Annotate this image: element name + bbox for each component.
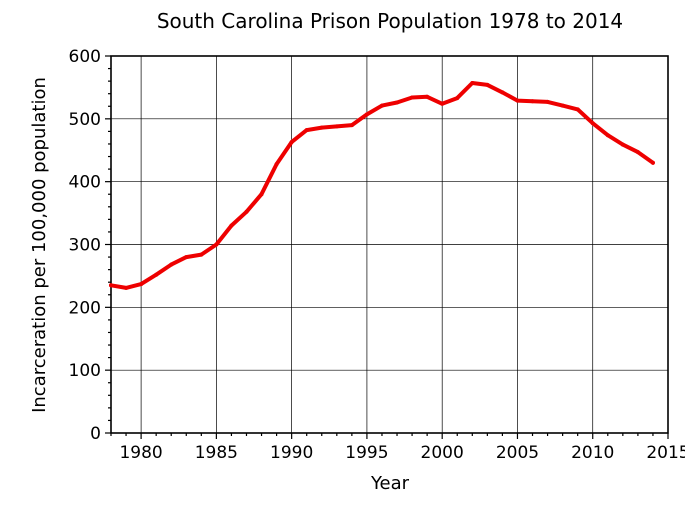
data-point: [214, 242, 219, 247]
data-point: [515, 98, 520, 103]
data-point: [620, 142, 625, 147]
data-point: [425, 94, 430, 99]
data-point: [364, 112, 369, 117]
data-point: [169, 262, 174, 267]
data-point: [139, 282, 144, 287]
data-point: [199, 252, 204, 257]
y-tick-label: 500: [69, 110, 101, 130]
data-point: [184, 255, 189, 260]
data-point: [500, 90, 505, 95]
series-line: [109, 81, 655, 290]
axis-ticks: [105, 55, 669, 439]
data-point: [380, 103, 384, 108]
data-point: [590, 121, 595, 126]
data-point: [154, 272, 159, 277]
data-point: [229, 223, 234, 228]
x-tick-label: 2000: [421, 443, 464, 463]
data-point: [545, 99, 550, 104]
data-point: [395, 100, 399, 105]
data-point: [124, 285, 129, 290]
x-tick-label: 1995: [345, 443, 388, 463]
plot-frame: [110, 55, 669, 434]
data-point: [470, 81, 475, 85]
y-tick-label: 0: [90, 424, 101, 444]
data-point: [530, 99, 535, 104]
y-tick-label: 600: [69, 47, 101, 67]
data-point: [650, 160, 655, 165]
data-point: [440, 101, 445, 106]
x-tick-label: 1985: [195, 443, 238, 463]
data-point: [259, 192, 264, 197]
data-point: [274, 162, 279, 167]
data-point: [605, 133, 610, 138]
series-layer: [109, 81, 655, 290]
y-tick-label: 100: [69, 361, 101, 381]
tick-labels: 1980 1985 1990 1995 2000 2005 2010 2015 0 100 200 3…: [69, 47, 685, 463]
x-tick-label: 1980: [119, 443, 162, 463]
x-tick-label: 2005: [496, 443, 539, 463]
data-point: [244, 209, 249, 214]
data-point: [319, 125, 324, 130]
y-tick-label: 300: [69, 236, 101, 256]
data-point: [575, 107, 580, 112]
data-point: [485, 82, 490, 87]
y-axis-label: Incarceration per 100,000 population: [29, 77, 50, 413]
data-point: [560, 103, 565, 108]
x-tick-label: 1990: [270, 443, 313, 463]
data-point: [410, 95, 415, 100]
y-tick-label: 400: [69, 173, 101, 193]
data-point: [289, 140, 294, 145]
data-point: [455, 96, 460, 101]
y-tick-label: 200: [69, 298, 101, 318]
x-tick-label: 2015: [646, 443, 685, 463]
chart-title: South Carolina Prison Population 1978 to…: [157, 9, 623, 33]
data-point: [635, 150, 640, 155]
data-point: [334, 124, 339, 129]
data-point: [349, 123, 354, 128]
grid: [111, 55, 669, 434]
data-point: [109, 283, 113, 288]
data-point: [304, 128, 309, 133]
x-tick-label: 2010: [571, 443, 614, 463]
x-axis-label: Year: [370, 473, 410, 494]
